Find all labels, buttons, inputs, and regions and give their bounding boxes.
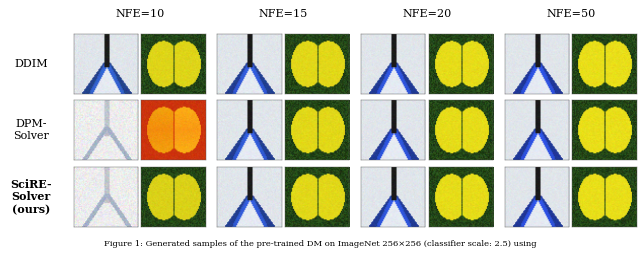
- Text: NFE=50: NFE=50: [546, 9, 595, 19]
- Text: NFE=10: NFE=10: [115, 9, 164, 19]
- Text: DPM-
Solver: DPM- Solver: [13, 119, 49, 141]
- Text: NFE=15: NFE=15: [259, 9, 308, 19]
- Text: NFE=20: NFE=20: [403, 9, 452, 19]
- Text: DDIM: DDIM: [14, 59, 48, 69]
- Text: SciRE-
Solver
(ours): SciRE- Solver (ours): [10, 179, 52, 215]
- Text: Figure 1: Generated samples of the pre-trained DM on ImageNet 256×256 (classifie: Figure 1: Generated samples of the pre-t…: [104, 240, 536, 248]
